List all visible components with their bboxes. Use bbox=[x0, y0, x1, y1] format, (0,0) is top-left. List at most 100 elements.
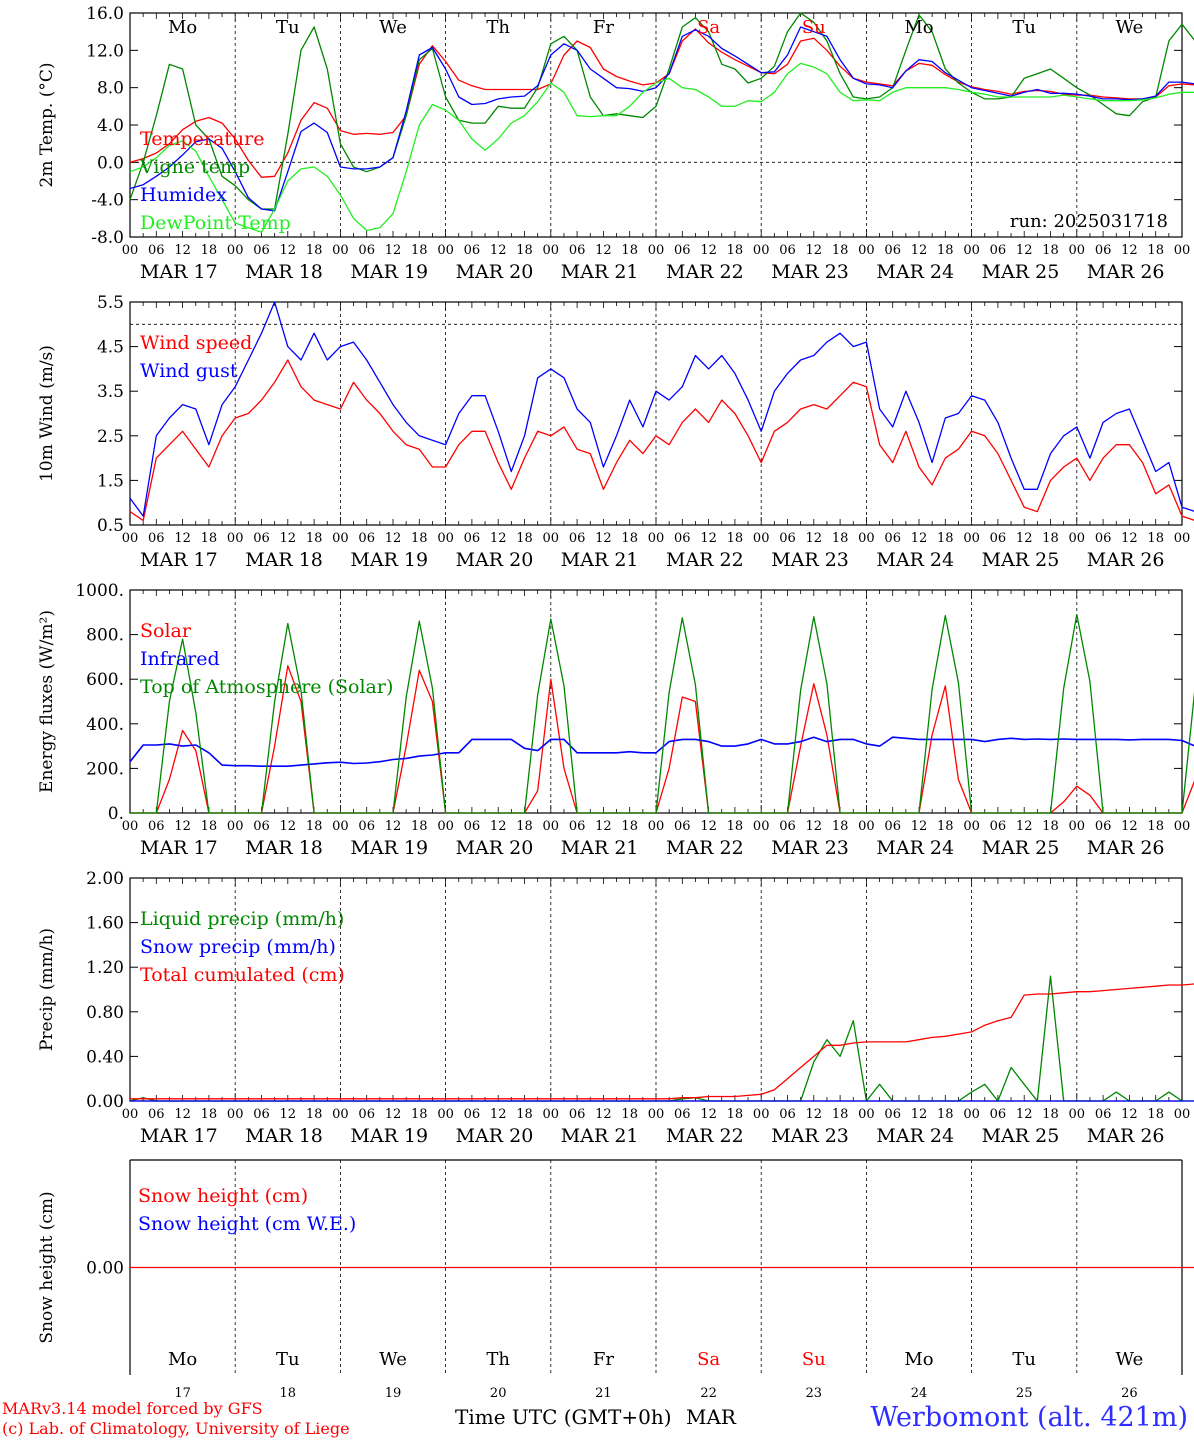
y-axis-title: Energy fluxes (W/m²) bbox=[37, 610, 57, 793]
weekday-label: Tu bbox=[276, 1349, 300, 1370]
x-hour-label: 00 bbox=[648, 531, 665, 546]
y-axis-title: Precip (mm/h) bbox=[37, 928, 57, 1051]
x-hour-label: 00 bbox=[437, 531, 454, 546]
weekday-label: Fr bbox=[593, 1349, 614, 1370]
x-hour-label: 18 bbox=[516, 819, 533, 834]
x-hour-label: 18 bbox=[727, 1107, 744, 1122]
x-hour-label: 12 bbox=[174, 531, 191, 546]
x-day-label: MAR 23 bbox=[771, 261, 849, 283]
x-hour-label: 18 bbox=[201, 819, 218, 834]
x-hour-label: 06 bbox=[1095, 243, 1112, 258]
x-hour-label: 12 bbox=[280, 819, 297, 834]
x-hour-label: 00 bbox=[543, 531, 560, 546]
x-hour-label: 00 bbox=[543, 819, 560, 834]
x-hour-label: 12 bbox=[385, 819, 402, 834]
x-day-label: MAR 17 bbox=[140, 837, 218, 859]
x-hour-label: 12 bbox=[595, 243, 612, 258]
run-annotation: run: 2025031718 bbox=[1010, 211, 1168, 232]
x-hour-label: 00 bbox=[648, 1107, 665, 1122]
panel-1: -8.0 -4.0 0.0 4.0 8.0 12.0 16.0 2m Temp. (°C) Te… bbox=[37, 4, 1194, 283]
x-day-label: MAR 22 bbox=[666, 549, 744, 571]
bottom-day-number: 25 bbox=[1016, 1386, 1033, 1401]
weekday-label: Su bbox=[802, 1349, 826, 1370]
y-tick-label: 4.5 bbox=[97, 338, 124, 358]
x-hour-label: 18 bbox=[201, 243, 218, 258]
x-day-label: MAR 21 bbox=[561, 1125, 639, 1147]
x-hour-label: 18 bbox=[411, 243, 428, 258]
legend-entry: Wind speed bbox=[140, 332, 252, 354]
x-hour-label: 00 bbox=[858, 1107, 875, 1122]
x-day-label: MAR 20 bbox=[456, 261, 534, 283]
x-hour-label: 12 bbox=[174, 819, 191, 834]
x-day-label: MAR 19 bbox=[350, 549, 428, 571]
y-tick-label: 8.0 bbox=[97, 79, 124, 99]
x-hour-label: 06 bbox=[779, 819, 796, 834]
x-hour-label: 06 bbox=[358, 819, 375, 834]
x-hour-label: 00 bbox=[122, 1107, 139, 1122]
x-hour-label: 06 bbox=[464, 531, 481, 546]
x-hour-label: 12 bbox=[806, 243, 823, 258]
y-tick-label: 0. bbox=[108, 804, 124, 824]
x-hour-label: 06 bbox=[253, 243, 270, 258]
panel-5: 0.00 Snow height (cm) Snow height (cm) Snow… bbox=[37, 1159, 1194, 1401]
x-day-label: MAR 22 bbox=[666, 261, 744, 283]
y-tick-label: 0.0 bbox=[97, 153, 124, 173]
x-hour-label: 06 bbox=[884, 819, 901, 834]
x-hour-label: 18 bbox=[1042, 243, 1059, 258]
x-hour-label: 06 bbox=[990, 243, 1007, 258]
weekday-label: Mo bbox=[904, 17, 933, 38]
x-day-label: MAR 26 bbox=[1087, 261, 1165, 283]
lab-credit: (c) Lab. of Climatology, University of L… bbox=[2, 1419, 350, 1438]
x-hour-label: 18 bbox=[937, 531, 954, 546]
weekday-label: We bbox=[379, 1349, 407, 1370]
x-hour-label: 12 bbox=[700, 531, 717, 546]
x-hour-label: 12 bbox=[911, 243, 928, 258]
legend-entry: Total cumulated (cm) bbox=[140, 964, 345, 986]
panel-2: 0.5 1.5 2.5 3.5 4.5 5.5 10m Wind (m/s) Wind spe… bbox=[37, 293, 1194, 571]
x-hour-label: 12 bbox=[490, 819, 507, 834]
x-day-label: MAR 25 bbox=[982, 837, 1060, 859]
bottom-day-number: 20 bbox=[490, 1386, 507, 1401]
x-hour-label: 18 bbox=[1042, 531, 1059, 546]
x-hour-label: 00 bbox=[332, 243, 349, 258]
x-day-label: MAR 21 bbox=[561, 549, 639, 571]
x-hour-label: 18 bbox=[937, 243, 954, 258]
x-day-label: MAR 24 bbox=[876, 549, 954, 571]
x-hour-label: 12 bbox=[700, 819, 717, 834]
series-line-2 bbox=[129, 12, 1194, 210]
x-hour-label: 12 bbox=[174, 1107, 191, 1122]
x-hour-label: 18 bbox=[516, 531, 533, 546]
x-hour-label: 12 bbox=[1016, 243, 1033, 258]
y-tick-label: 0.00 bbox=[86, 1092, 124, 1112]
x-hour-label: 00 bbox=[1174, 1107, 1191, 1122]
x-hour-label: 00 bbox=[1069, 243, 1086, 258]
legend-entry: Snow precip (mm/h) bbox=[140, 936, 336, 958]
x-hour-label: 00 bbox=[963, 1107, 980, 1122]
x-hour-label: 00 bbox=[227, 819, 244, 834]
x-hour-label: 00 bbox=[332, 1107, 349, 1122]
x-day-label: MAR 26 bbox=[1087, 549, 1165, 571]
x-day-label: MAR 24 bbox=[876, 837, 954, 859]
x-day-label: MAR 21 bbox=[561, 837, 639, 859]
x-hour-label: 18 bbox=[1147, 243, 1164, 258]
x-hour-label: 18 bbox=[306, 819, 323, 834]
x-hour-label: 18 bbox=[411, 1107, 428, 1122]
x-hour-label: 00 bbox=[227, 1107, 244, 1122]
x-hour-label: 00 bbox=[858, 531, 875, 546]
x-hour-label: 00 bbox=[437, 1107, 454, 1122]
x-hour-label: 06 bbox=[464, 1107, 481, 1122]
x-hour-label: 18 bbox=[516, 1107, 533, 1122]
x-hour-label: 06 bbox=[569, 531, 586, 546]
bottom-day-number: 23 bbox=[806, 1386, 823, 1401]
x-hour-label: 00 bbox=[1174, 243, 1191, 258]
x-hour-label: 06 bbox=[253, 819, 270, 834]
x-hour-label: 12 bbox=[911, 1107, 928, 1122]
x-hour-label: 12 bbox=[1121, 531, 1138, 546]
x-hour-label: 00 bbox=[648, 819, 665, 834]
x-hour-label: 06 bbox=[990, 819, 1007, 834]
y-axis-title: 10m Wind (m/s) bbox=[37, 345, 57, 482]
x-hour-label: 18 bbox=[832, 243, 849, 258]
x-day-label: MAR 25 bbox=[982, 261, 1060, 283]
x-hour-label: 00 bbox=[437, 243, 454, 258]
